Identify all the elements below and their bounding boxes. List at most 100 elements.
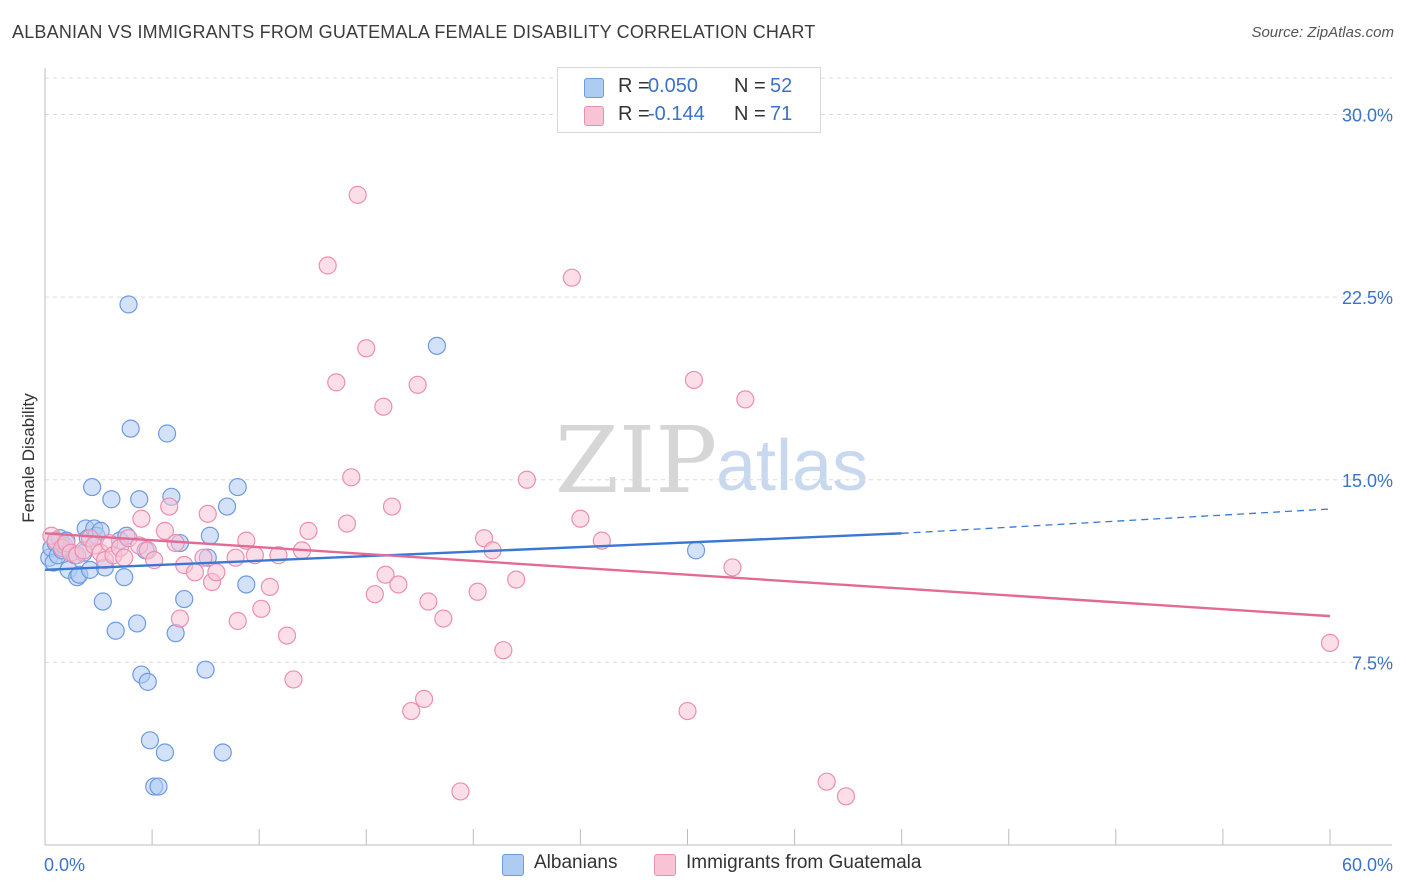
guatemala-point [494,641,513,660]
x-tick-label: 60.0% [1342,855,1393,875]
guatemala-point [226,548,245,567]
guatemala-point [678,701,697,721]
albanians-swatch [502,854,524,876]
guatemala-point [327,373,346,392]
guatemala-point [132,509,151,528]
guatemala-swatch [584,106,604,126]
guatemala-point [198,504,217,523]
watermark-zip: ZIP [555,407,717,514]
guatemala-point [348,185,367,204]
stats-row-guatemala: R = -0.144 N = 71 [558,100,820,130]
albanians-trend-extension [901,508,1331,534]
guatemala-point [507,570,526,589]
y-axis-label: Female Disability [19,393,38,523]
albanians-point [427,336,447,355]
watermark-atlas: atlas [716,426,868,506]
guatemala-point [434,609,453,628]
guatemala-trend-line [44,532,1331,618]
albanians-point [237,575,256,594]
n-label: N = [734,75,766,97]
chart-title: ALBANIAN VS IMMIGRANTS FROM GUATEMALA FE… [12,22,816,42]
guatemala-point [160,497,179,516]
guatemala-point [337,514,357,533]
albanians-point [149,777,168,796]
albanians-point [175,589,194,609]
guatemala-point [284,670,303,689]
guatemala-point [228,611,247,631]
y-tick-label: 22.5% [1342,288,1393,308]
albanians-point [93,592,112,611]
guatemala-point [155,521,175,540]
guatemala-point [207,563,226,582]
guatemala-point [252,599,271,618]
guatemala-point [684,370,704,390]
r-label: R = [618,75,650,97]
guatemala-point [374,397,393,416]
guatemala-swatch [654,854,676,876]
guatemala-point [517,470,536,489]
r-value: 0.050 [648,75,699,97]
guatemala-point [389,575,408,594]
albanians-point [83,477,102,497]
albanians-trend-line [44,532,902,572]
guatemala-point [260,577,279,596]
albanians-point [80,560,100,579]
albanians-point [157,424,177,443]
albanians-point [119,295,138,314]
guatemala-point [382,497,402,516]
guatemala-point [468,582,487,601]
albanians-point [138,672,157,691]
guatemala-point [408,375,427,394]
guatemala-point [414,689,434,709]
guatemala-point [365,585,384,604]
albanians-point [155,743,175,762]
guatemala-point [170,609,190,628]
albanians-point [121,419,140,438]
guatemala-point [376,565,395,584]
guatemala-point [817,772,836,791]
albanians-point [217,497,237,516]
r-value: -0.144 [648,103,705,125]
guatemala-point [562,268,581,287]
guatemala-point [299,521,318,540]
guatemala-point [357,339,376,358]
albanians-point [102,490,121,509]
n-label: N = [734,103,766,125]
guatemala-point [402,701,421,721]
legend-label: Albanians [534,852,618,873]
albanians-point [130,490,149,509]
albanians-swatch [584,78,604,98]
y-tick-label: 30.0% [1342,106,1393,126]
guatemala-point [1320,633,1340,653]
albanians-point [106,621,125,640]
n-value: 71 [770,103,793,125]
albanians-point [196,660,215,679]
albanians-point [228,477,247,497]
guatemala-point [115,548,134,567]
x-tick-label: 0.0% [44,855,85,875]
y-tick-label: 7.5% [1352,653,1393,673]
albanians-point [213,743,232,762]
albanians-point [127,614,147,633]
y-tick-label: 15.0% [1342,471,1393,491]
albanians-point [115,568,134,587]
albanians-point [140,731,160,750]
guatemala-point [451,782,470,801]
legend-label: Immigrants from Guatemala [686,852,922,873]
guatemala-point [419,592,438,611]
guatemala-point [318,256,337,275]
series-legend: Albanians Immigrants from Guatemala [0,852,1406,878]
guatemala-point [277,626,297,645]
guatemala-point [571,509,590,528]
guatemala-point [736,390,755,409]
source-label: Source: ZipAtlas.com [1251,24,1394,41]
r-label: R = [618,103,650,125]
stats-row-albanians: R = 0.050 N = 52 [558,72,820,102]
stats-legend: R = 0.050 N = 52 R = -0.144 N = 71 [557,67,821,133]
guatemala-point [342,468,361,487]
guatemala-point [836,787,856,806]
albanians-point [686,541,706,560]
guatemala-point [723,558,742,577]
albanians-point [200,526,220,545]
